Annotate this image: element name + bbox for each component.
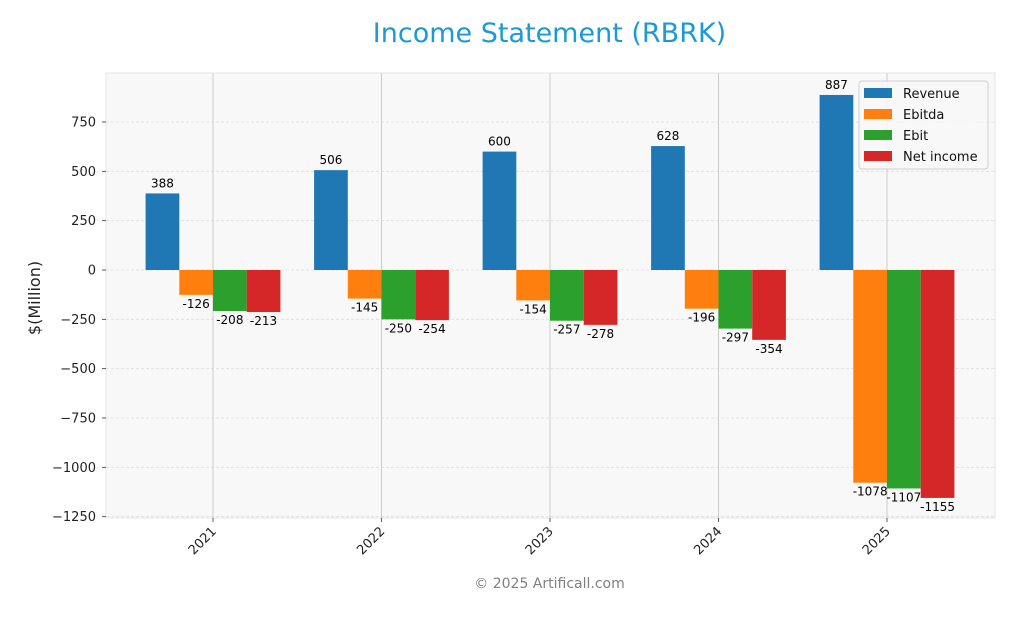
legend-swatch	[864, 88, 892, 98]
bar-ebit	[718, 270, 753, 329]
bar-value-label: -213	[250, 314, 277, 328]
y-tick-label: 250	[71, 214, 96, 229]
y-tick-label: −750	[60, 412, 96, 427]
bar-net-income	[415, 270, 449, 321]
x-tick-label: 2022	[354, 524, 388, 558]
legend-swatch	[864, 109, 892, 119]
bar-value-label: -208	[216, 313, 243, 327]
y-axis-label: $(Million)	[25, 261, 44, 335]
bar-ebit	[381, 270, 416, 320]
bar-value-label: -297	[722, 331, 749, 345]
bar-value-label: -250	[385, 321, 412, 335]
chart-title: Income Statement (RBRK)	[372, 18, 727, 49]
y-tick-label: 500	[71, 165, 96, 180]
bar-value-label: -254	[418, 322, 445, 336]
bar-value-label: 887	[825, 78, 848, 92]
legend-swatch	[864, 130, 892, 140]
bar-value-label: -154	[520, 302, 547, 316]
bar-net-income	[752, 270, 786, 340]
legend-label: Ebitda	[903, 108, 944, 123]
bar-ebit	[550, 270, 584, 321]
legend-label: Ebit	[903, 129, 928, 144]
bar-net-income	[920, 270, 955, 498]
bar-value-label: -126	[183, 297, 210, 311]
bar-revenue	[145, 193, 180, 270]
bar-ebitda	[347, 270, 382, 299]
value-labels: 388 506 600 628 887 -126 -145 -154 -196 -1078 -208…	[151, 78, 955, 514]
bar-value-label: -1078	[853, 485, 888, 499]
y-tick-label: −500	[60, 362, 96, 377]
bar-value-label: 506	[319, 153, 342, 167]
legend-swatch	[864, 151, 892, 161]
y-tick-label: −250	[60, 313, 96, 328]
bar-value-label: 600	[488, 135, 511, 149]
bar-revenue	[314, 170, 348, 270]
legend: Revenue Ebitda Ebit Net income	[858, 80, 989, 170]
bar-ebitda	[684, 270, 719, 309]
bar-net-income	[246, 270, 281, 313]
x-tick-label: 2025	[860, 524, 894, 558]
y-tick-label: 750	[71, 116, 96, 131]
bar-value-label: 388	[151, 176, 174, 190]
bar-value-label: -1155	[920, 500, 955, 514]
legend-label: Net income	[903, 150, 978, 165]
bar-value-label: -145	[351, 301, 378, 315]
bar-revenue	[482, 151, 517, 270]
y-axis: 750 500 250 0 −250 −500 −750 −1000 −1250	[52, 116, 106, 525]
bars	[145, 94, 955, 498]
bar-value-label: -278	[587, 327, 614, 341]
x-tick-label: 2024	[691, 524, 725, 558]
bar-value-label: -354	[755, 342, 782, 356]
bar-value-label: -1107	[886, 490, 921, 504]
bar-revenue	[819, 94, 854, 270]
bar-value-label: -257	[553, 323, 580, 337]
bar-ebitda	[179, 270, 213, 295]
bar-ebitda	[516, 270, 550, 301]
bar-ebit	[887, 270, 921, 489]
bar-revenue	[651, 146, 685, 270]
bar-net-income	[583, 270, 618, 325]
copyright-footer: © 2025 Artificall.com	[474, 576, 625, 592]
bar-value-label: -196	[688, 311, 715, 325]
bar-ebitda	[853, 270, 887, 483]
y-tick-label: −1250	[52, 510, 96, 525]
x-tick-label: 2023	[523, 524, 557, 558]
legend-label: Revenue	[903, 87, 960, 102]
y-tick-label: 0	[88, 264, 96, 279]
x-axis: 2021 2022 2023 2024 2025	[186, 518, 894, 558]
x-tick-label: 2021	[186, 524, 220, 558]
legend-box	[858, 80, 989, 170]
bar-value-label: 628	[656, 129, 679, 143]
bar-ebit	[213, 270, 247, 312]
y-tick-label: −1000	[52, 461, 96, 476]
